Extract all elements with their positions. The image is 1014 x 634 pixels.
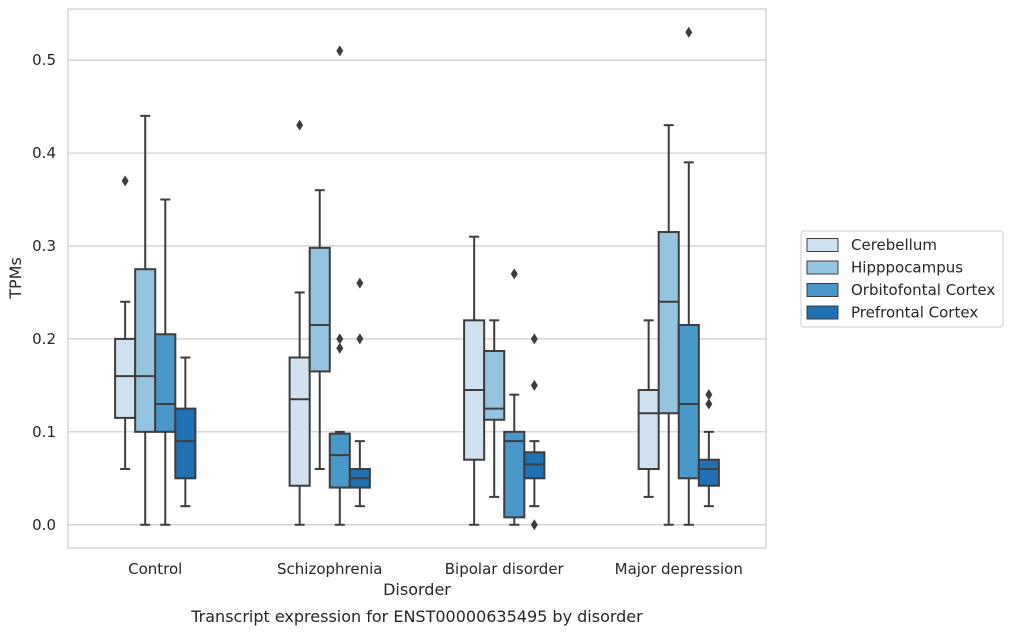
box-iqr <box>677 323 700 480</box>
legend: Cerebellum Hipppocampus Orbitofontal Corte… <box>800 230 1004 328</box>
outlier-point <box>510 268 518 280</box>
legend-swatch <box>806 238 839 252</box>
legend-label: Prefrontal Cortex <box>851 304 978 322</box>
box-iqr <box>328 432 351 489</box>
outlier-point <box>685 26 693 38</box>
figure-caption: Transcript expression for ENST0000063549… <box>190 607 643 626</box>
x-tick-label: Schizophrenia <box>277 560 382 578</box>
box-iqr <box>288 356 311 487</box>
box-3-3 <box>697 389 720 508</box>
legend-swatch <box>806 305 839 320</box>
y-tick-label: 0.3 <box>32 237 56 255</box>
box-3-1 <box>348 277 371 508</box>
box-2-0 <box>154 198 177 526</box>
box-iqr <box>697 458 720 487</box>
outlier-point <box>336 342 344 354</box>
outlier-point <box>356 277 364 289</box>
box-iqr <box>657 231 680 415</box>
box-iqr <box>483 349 506 421</box>
box-0-0 <box>114 175 137 471</box>
legend-label: Orbitofontal Cortex <box>851 281 995 299</box>
box-1-1 <box>308 189 331 471</box>
box-2-1 <box>328 45 351 526</box>
box-0-1 <box>288 119 311 526</box>
x-tick-label: Bipolar disorder <box>445 560 565 578</box>
outlier-point <box>296 119 304 131</box>
y-tick-label: 0.1 <box>32 423 56 441</box>
x-tick-labels: Control Schizophrenia Bipolar disorder Majo… <box>128 560 743 578</box>
x-axis-label: Disorder <box>383 580 451 599</box>
outlier-point <box>336 333 344 345</box>
box-iqr <box>308 246 331 373</box>
legend-swatch <box>806 260 839 275</box>
box-iqr <box>154 333 177 433</box>
y-tick-label: 0.0 <box>32 516 56 534</box>
legend-label: Hipppocampus <box>851 259 963 277</box>
y-tick-label: 0.5 <box>32 51 56 69</box>
box-1-0 <box>134 114 157 526</box>
box-3-2 <box>523 333 546 531</box>
outlier-point <box>705 389 713 401</box>
box-iqr <box>114 337 137 419</box>
y-axis-label: TPMs <box>6 257 25 300</box>
outlier-point <box>530 519 538 531</box>
x-tick-label: Major depression <box>615 560 743 578</box>
box-1-2 <box>483 319 506 498</box>
legend-label: Cerebellum <box>851 236 937 254</box>
x-tick-label: Control <box>128 560 182 578</box>
outlier-point <box>121 175 129 187</box>
box-2-2 <box>503 268 526 526</box>
boxes <box>114 26 720 531</box>
outlier-point <box>705 398 713 410</box>
box-iqr <box>637 389 660 471</box>
legend-swatch <box>806 283 839 297</box>
y-tick-labels: 0.0 0.1 0.2 0.3 0.4 0.5 <box>32 51 56 534</box>
y-tick-label: 0.4 <box>32 144 56 162</box>
y-tick-label: 0.2 <box>32 330 56 348</box>
box-iqr <box>503 430 526 519</box>
box-3-0 <box>174 356 197 508</box>
legend-frame <box>800 230 1004 328</box>
box-1-3 <box>657 124 680 526</box>
plot-frame <box>67 8 767 549</box>
outlier-point <box>356 333 364 345</box>
box-0-3 <box>637 319 660 498</box>
outlier-point <box>336 45 344 57</box>
box-iqr <box>134 268 157 433</box>
box-2-3 <box>677 26 700 526</box>
outlier-point <box>530 333 538 345</box>
box-iqr <box>174 407 197 480</box>
box-0-2 <box>463 235 486 526</box>
outlier-point <box>530 379 538 391</box>
